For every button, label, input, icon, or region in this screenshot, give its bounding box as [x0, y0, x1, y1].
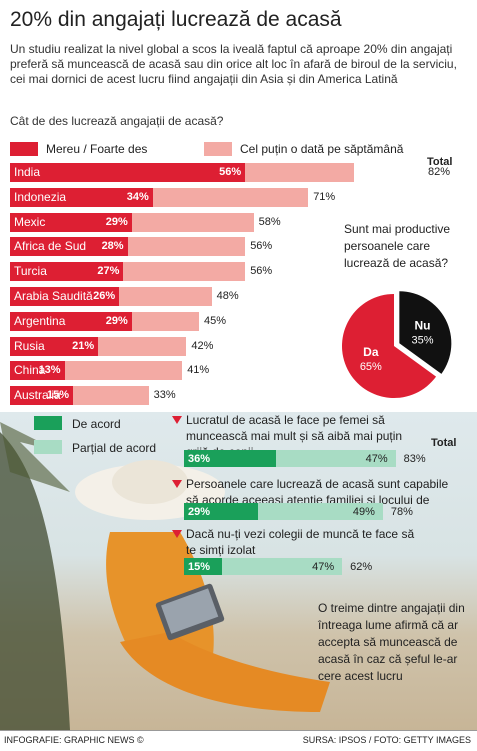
value-label-total: 83%	[403, 453, 426, 465]
value-label-total: 56%	[250, 240, 273, 253]
value-label-agree: 36%	[188, 453, 211, 465]
value-label-often: 15%	[46, 389, 69, 402]
total-column-header: Total	[427, 156, 453, 168]
bar-often	[10, 187, 153, 207]
value-label-often: 34%	[126, 190, 149, 203]
value-label-total: 82%	[428, 166, 451, 178]
bar-agree	[184, 558, 223, 575]
value-label-total: 33%	[153, 389, 176, 402]
country-label: Africa de Sud	[14, 239, 87, 254]
value-label-total: 58%	[258, 215, 281, 228]
pie-label: Da	[363, 345, 379, 359]
value-label-agree: 15%	[188, 561, 211, 573]
pie-slice-da	[342, 294, 437, 398]
bar-often	[10, 287, 120, 306]
country-label: Australia	[14, 388, 61, 403]
legend-label-agree: De acord	[72, 417, 121, 431]
bar-often	[10, 212, 132, 232]
value-label-partial: 47%	[312, 561, 335, 573]
page-title: 20% din angajați lucrează de acasă	[10, 8, 342, 31]
value-label-often: 26%	[93, 290, 116, 302]
value-label-agree: 29%	[188, 506, 211, 518]
value-label-often: 28%	[101, 240, 124, 253]
bar-partial	[184, 558, 343, 575]
country-label: Mexic	[14, 214, 46, 229]
bar-often	[10, 386, 73, 406]
legend-swatch-agree	[34, 416, 62, 430]
value-label-partial: 47%	[365, 453, 388, 465]
bar-agree	[184, 503, 258, 520]
total-header-2: Total	[431, 437, 457, 449]
bar-often	[10, 361, 65, 381]
country-label: China	[14, 363, 46, 378]
value-label-often: 56%	[219, 166, 242, 178]
value-label-partial: 49%	[352, 506, 375, 518]
bar-often	[10, 311, 132, 331]
bar-often	[10, 262, 124, 282]
credit-source: SURSA: IPSOS / FOTO: GETTY IMAGES	[302, 735, 471, 745]
legend-label-weekly: Cel puțin o dată pe săptămână	[240, 142, 404, 156]
bar-agree	[184, 450, 276, 467]
legend-label-partial: Parțial de acord	[72, 441, 157, 455]
value-label-total: 78%	[390, 506, 413, 518]
country-label: Turcia	[14, 264, 47, 279]
pie-value-label: 35%	[411, 334, 433, 346]
value-label-total: 56%	[250, 265, 273, 278]
value-label-often: 29%	[105, 314, 128, 327]
bar-often	[10, 163, 246, 182]
legend-swatch-often	[10, 142, 38, 156]
value-label-total: 62%	[350, 561, 373, 573]
pie-label: Nu	[415, 318, 431, 332]
value-label-total: 42%	[191, 339, 214, 352]
country-label: India	[14, 165, 41, 179]
pie-value-label: 65%	[360, 361, 382, 373]
legend-swatch-partial	[34, 440, 62, 454]
chart-question: Cât de des lucrează angajații de acasă?	[10, 114, 224, 128]
value-label-total: 41%	[187, 364, 210, 377]
statement-marker-1	[172, 416, 182, 424]
legend-label-often: Mereu / Foarte des	[46, 142, 148, 156]
value-label-often: 29%	[105, 215, 128, 228]
country-label: Arabia Saudită	[14, 289, 93, 303]
productivity-pie-chart: Nu 35% Da 65%	[342, 291, 452, 398]
pie-question: Sunt mai productive persoanele care lucr…	[344, 222, 451, 270]
bar-often	[10, 336, 99, 356]
pie-slice-nu	[399, 291, 452, 374]
value-label-total: 48%	[216, 290, 239, 302]
value-label-often: 27%	[97, 265, 120, 278]
bar-often	[10, 237, 128, 257]
statement-marker-3	[172, 530, 182, 538]
value-label-total: 71%	[313, 190, 336, 203]
country-label: Rusia	[14, 338, 45, 353]
legend-swatch-weekly	[204, 142, 232, 156]
statement-3-text: Dacă nu-ți vezi colegii de muncă te face…	[186, 527, 415, 557]
value-label-often: 13%	[38, 364, 61, 377]
statement-marker-2	[172, 480, 182, 488]
country-label: Indonezia	[14, 189, 67, 204]
footnote-text: O treime dintre angajații din întreaga l…	[318, 601, 465, 683]
footer-bar	[0, 730, 477, 751]
country-label: Argentina	[14, 313, 66, 328]
intro-text: Un studiu realizat la nivel global a sco…	[10, 42, 457, 86]
value-label-total: 45%	[204, 314, 227, 327]
credit-infographic: INFOGRAFIE: GRAPHIC NEWS ©	[4, 735, 144, 745]
value-label-often: 21%	[72, 339, 95, 352]
